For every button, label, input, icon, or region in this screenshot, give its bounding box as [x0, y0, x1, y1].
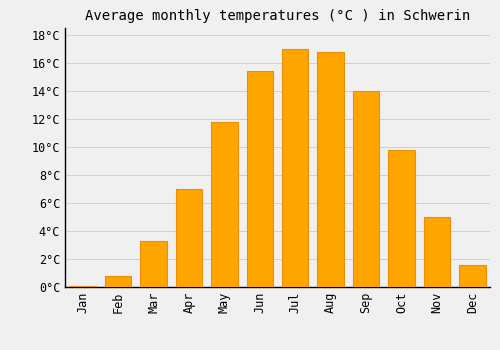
Bar	[388, 150, 414, 287]
Bar	[176, 189, 202, 287]
Bar	[246, 71, 273, 287]
Bar	[140, 241, 167, 287]
Bar	[70, 286, 96, 287]
Title: Average monthly temperatures (°C ) in Schwerin: Average monthly temperatures (°C ) in Sc…	[85, 9, 470, 23]
Bar	[211, 122, 238, 287]
Bar	[282, 49, 308, 287]
Bar	[318, 52, 344, 287]
Bar	[424, 217, 450, 287]
Bar	[353, 91, 380, 287]
Bar	[105, 276, 132, 287]
Bar	[459, 265, 485, 287]
